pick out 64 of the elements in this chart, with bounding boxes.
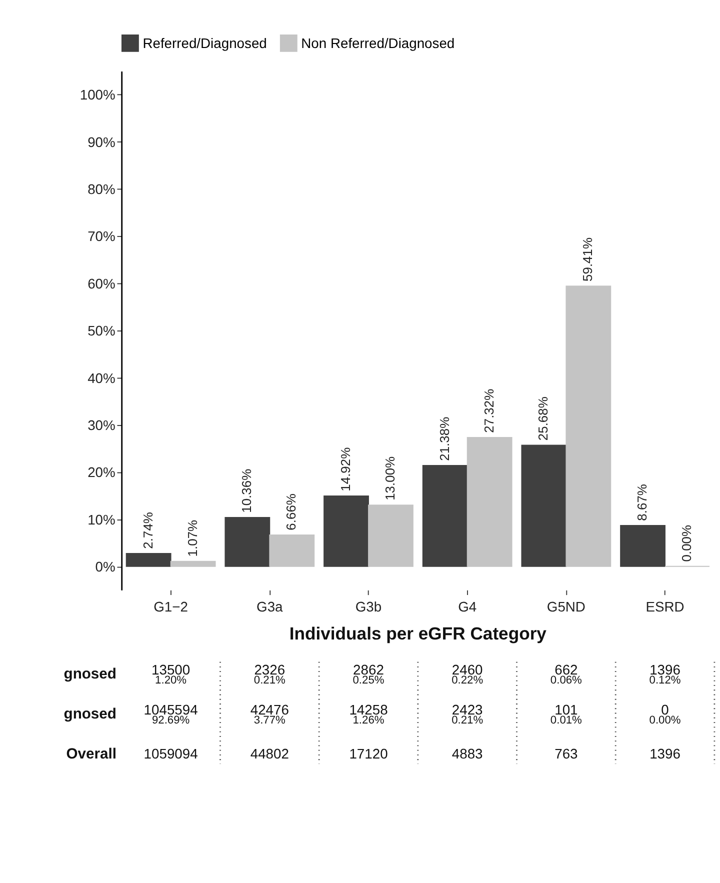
text: 763 — [554, 746, 578, 762]
x-tick-label: G1−2 — [154, 598, 188, 615]
bar — [566, 286, 612, 567]
bar — [368, 504, 414, 567]
bar — [620, 525, 666, 567]
text: 0.25% — [352, 674, 384, 687]
y-tick-label: 90% — [88, 134, 116, 150]
legend-label: Referred/Diagnosed — [142, 34, 267, 51]
text: 44802 — [250, 746, 290, 762]
text: gnosed — [64, 666, 116, 682]
text: 92.69% — [152, 714, 190, 727]
x-tick-label: ESRD — [646, 598, 684, 615]
y-tick-label: 30% — [88, 416, 116, 433]
text: 1.26% — [352, 714, 384, 727]
bar — [324, 496, 369, 567]
text: 0.22% — [452, 674, 484, 687]
text: 3.77% — [254, 714, 286, 727]
data-label: 13.00% — [382, 456, 398, 500]
data-label: 14.92% — [338, 446, 353, 492]
y-tick-label: 100% — [80, 86, 116, 103]
y-tick-label: 60% — [88, 275, 116, 292]
data-label: 27.32% — [481, 388, 496, 433]
x-tick-label: G3b — [355, 598, 382, 615]
data-label: 21.38% — [436, 416, 452, 461]
bar — [466, 437, 512, 567]
text: Overall — [66, 746, 116, 763]
bar — [126, 552, 172, 567]
y-tick-label: 20% — [88, 464, 116, 480]
data-label: 2.74% — [140, 512, 156, 549]
data-label: 1.07% — [184, 519, 200, 557]
legend-label: Non Referred/Diagnosed — [301, 34, 455, 51]
y-tick-label: 50% — [88, 322, 116, 339]
bar — [422, 465, 468, 567]
x-tick-label: G3a — [256, 598, 284, 615]
text: 0.06% — [550, 674, 582, 687]
data-label: 10.36% — [239, 468, 254, 513]
text: 1396 — [650, 746, 681, 762]
text: 17120 — [349, 746, 388, 762]
y-tick-label: 70% — [88, 228, 116, 244]
text: gnosed — [64, 706, 116, 723]
text: 1.20% — [155, 674, 187, 687]
text: Individuals per eGFR Category — [289, 623, 547, 644]
text: 0.12% — [649, 674, 681, 687]
text: 4883 — [452, 746, 484, 762]
text: 0.21% — [254, 674, 286, 687]
bar — [521, 444, 567, 567]
data-label: 25.68% — [536, 396, 551, 441]
data-label: 0.00% — [678, 524, 694, 562]
x-tick-label: G5ND — [546, 598, 586, 615]
y-tick-label: 10% — [88, 511, 116, 528]
bar — [224, 517, 270, 567]
y-tick-label: 40% — [88, 370, 116, 386]
y-tick-label: 80% — [88, 181, 116, 198]
text: 1059094 — [144, 746, 198, 762]
data-label: 59.41% — [580, 237, 596, 282]
text: 0.00% — [649, 714, 681, 727]
bar — [170, 560, 216, 567]
bar — [269, 534, 315, 567]
data-label: 8.67% — [634, 484, 650, 521]
text: 0.01% — [550, 714, 582, 727]
y-tick-label: 0% — [95, 558, 116, 574]
x-tick-label: G4 — [458, 598, 477, 615]
data-label: 6.66% — [284, 493, 299, 530]
text: 0.21% — [452, 714, 484, 727]
